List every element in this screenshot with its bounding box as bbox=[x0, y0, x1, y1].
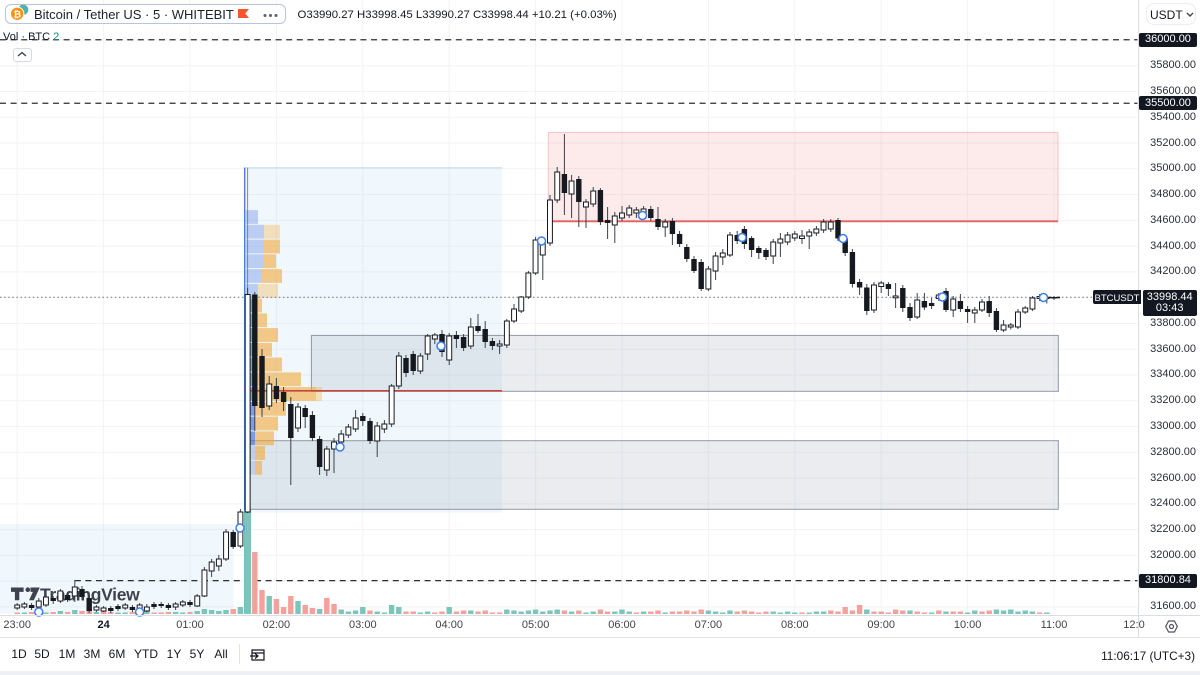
svg-text:₿: ₿ bbox=[13, 10, 21, 21]
